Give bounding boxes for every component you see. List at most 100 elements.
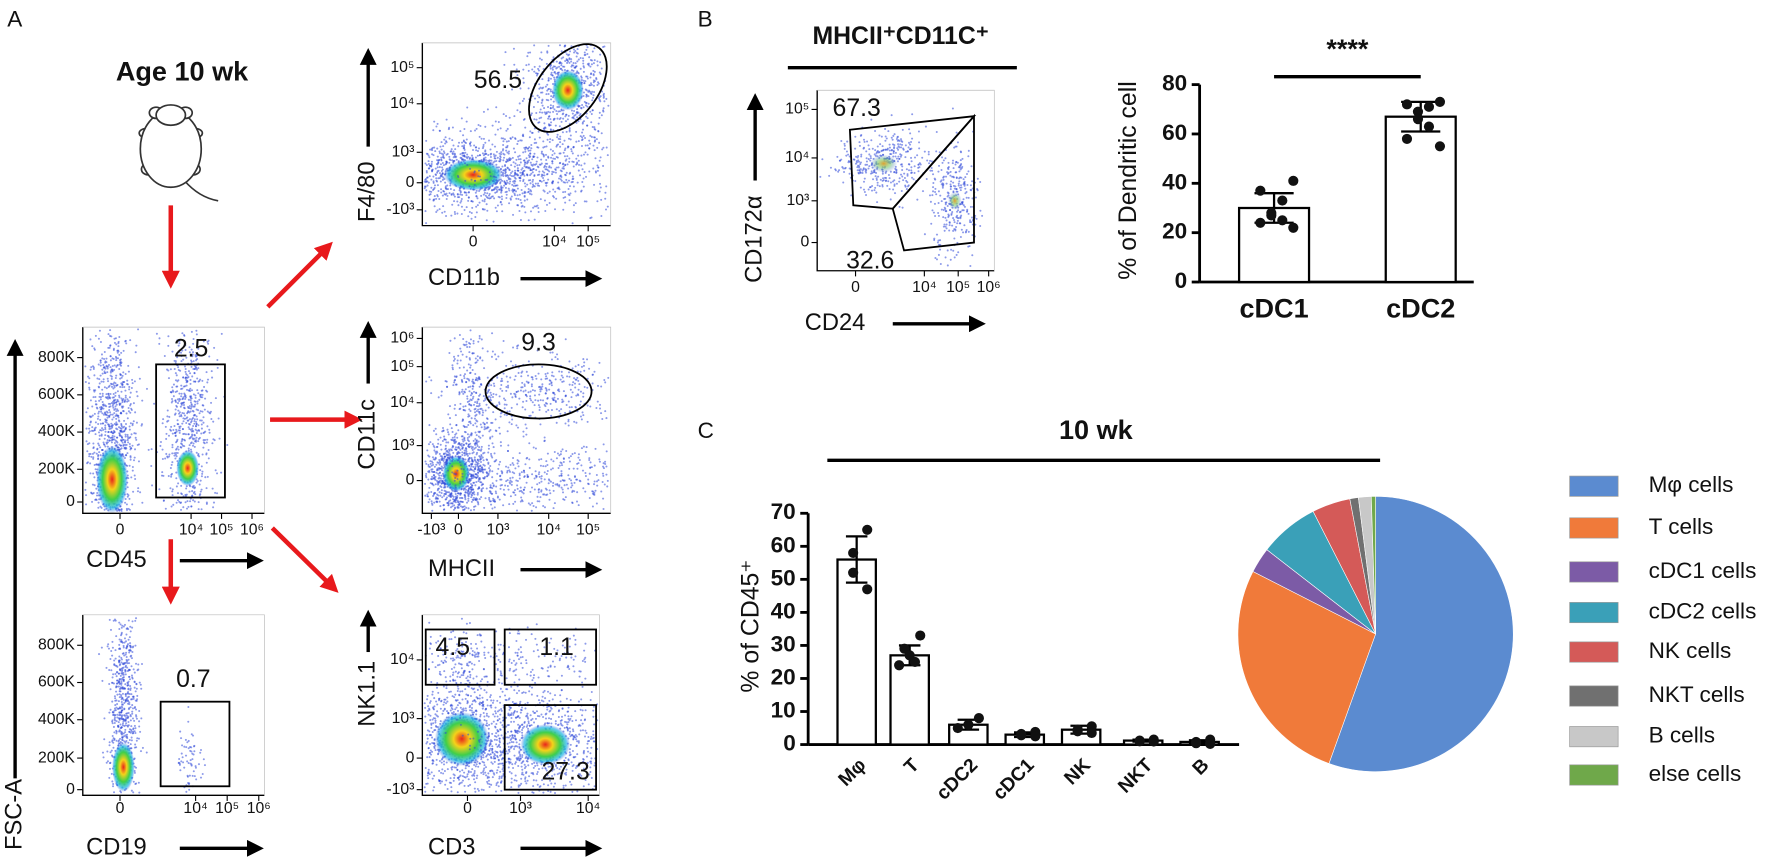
event-dot [490, 189, 493, 192]
event-dot [550, 98, 553, 101]
event-dot [533, 118, 536, 121]
event-dot [453, 498, 456, 501]
event-dot [564, 190, 567, 193]
event-dot [507, 178, 510, 181]
event-dot [472, 465, 475, 468]
event-dot [167, 344, 170, 347]
event-dot [161, 471, 164, 474]
event-dot [574, 62, 577, 65]
event-dot [514, 171, 517, 174]
event-dot [456, 436, 459, 439]
event-dot [571, 64, 574, 67]
event-dot [186, 500, 189, 503]
event-dot [588, 56, 591, 59]
event-dot [116, 357, 120, 360]
event-dot [477, 123, 480, 127]
event-dot [522, 81, 525, 84]
event-dot [560, 67, 563, 70]
event-dot [424, 162, 427, 165]
event-dot [184, 738, 187, 741]
event-dot [508, 169, 511, 172]
event-dot [180, 351, 183, 354]
event-dot [121, 399, 124, 402]
event-dot [109, 658, 112, 661]
event-dot [111, 676, 114, 679]
event-dot [569, 50, 572, 53]
event-dot [183, 334, 186, 337]
event-dot [592, 96, 595, 99]
event-dot [562, 191, 565, 194]
event-dot [460, 200, 463, 203]
event-dot [478, 201, 481, 204]
event-dot [596, 60, 599, 63]
event-dot [125, 722, 128, 725]
event-dot [91, 483, 94, 486]
event-dot [145, 387, 148, 390]
event-dot [121, 438, 124, 441]
event-dot [548, 170, 551, 173]
x-tick-label: 10⁴ [542, 234, 566, 251]
event-dot [115, 417, 118, 420]
event-dot [161, 458, 164, 461]
event-dot [600, 67, 603, 70]
event-dot [494, 186, 497, 189]
plot-frame [82, 326, 265, 514]
event-dot [112, 357, 115, 360]
event-dot [107, 333, 110, 336]
event-dot [111, 396, 114, 399]
event-dot [192, 393, 195, 396]
event-dot [433, 501, 436, 504]
event-dot [574, 66, 577, 69]
event-dot [521, 171, 524, 174]
event-dot [516, 142, 519, 145]
event-dot [479, 460, 483, 463]
event-dot [196, 418, 199, 421]
event-dot [193, 420, 196, 423]
event-dot [112, 416, 115, 419]
gate [159, 700, 231, 788]
event-dot [441, 430, 444, 433]
event-dot [131, 646, 134, 649]
event-dot [576, 116, 579, 119]
event-dot [182, 506, 185, 509]
event-dot [429, 462, 432, 465]
event-dot [95, 494, 99, 497]
event-dot [593, 59, 596, 62]
event-dot [105, 442, 108, 445]
event-dot [582, 106, 585, 109]
event-dot [476, 150, 479, 153]
event-dot [465, 138, 468, 141]
event-dot [194, 428, 197, 431]
event-dot [86, 407, 89, 410]
event-dot [131, 717, 135, 720]
event-dot [485, 203, 488, 206]
event-dot [470, 417, 473, 420]
event-dot [498, 463, 501, 466]
event-dot [190, 404, 193, 407]
event-dot [120, 680, 123, 683]
event-dot [194, 396, 197, 399]
event-dot [107, 647, 110, 650]
event-dot [114, 394, 117, 397]
mouse-icon [138, 104, 219, 202]
event-dot [449, 150, 452, 153]
event-dot [187, 447, 190, 450]
event-dot [598, 174, 601, 177]
event-dot [427, 167, 430, 170]
event-dot [191, 485, 194, 488]
event-dot [184, 377, 187, 380]
event-dot [504, 186, 507, 189]
event-dot [88, 453, 91, 456]
event-dot [601, 148, 604, 151]
event-dot [120, 791, 123, 794]
event-dot [133, 474, 136, 477]
event-dot [526, 173, 529, 176]
event-dot [173, 452, 176, 455]
event-dot [117, 740, 120, 743]
event-dot [536, 100, 539, 103]
event-dot [184, 370, 187, 373]
event-dot [110, 650, 113, 653]
event-dot [187, 505, 190, 508]
event-dot [524, 185, 527, 188]
event-dot [123, 654, 126, 657]
